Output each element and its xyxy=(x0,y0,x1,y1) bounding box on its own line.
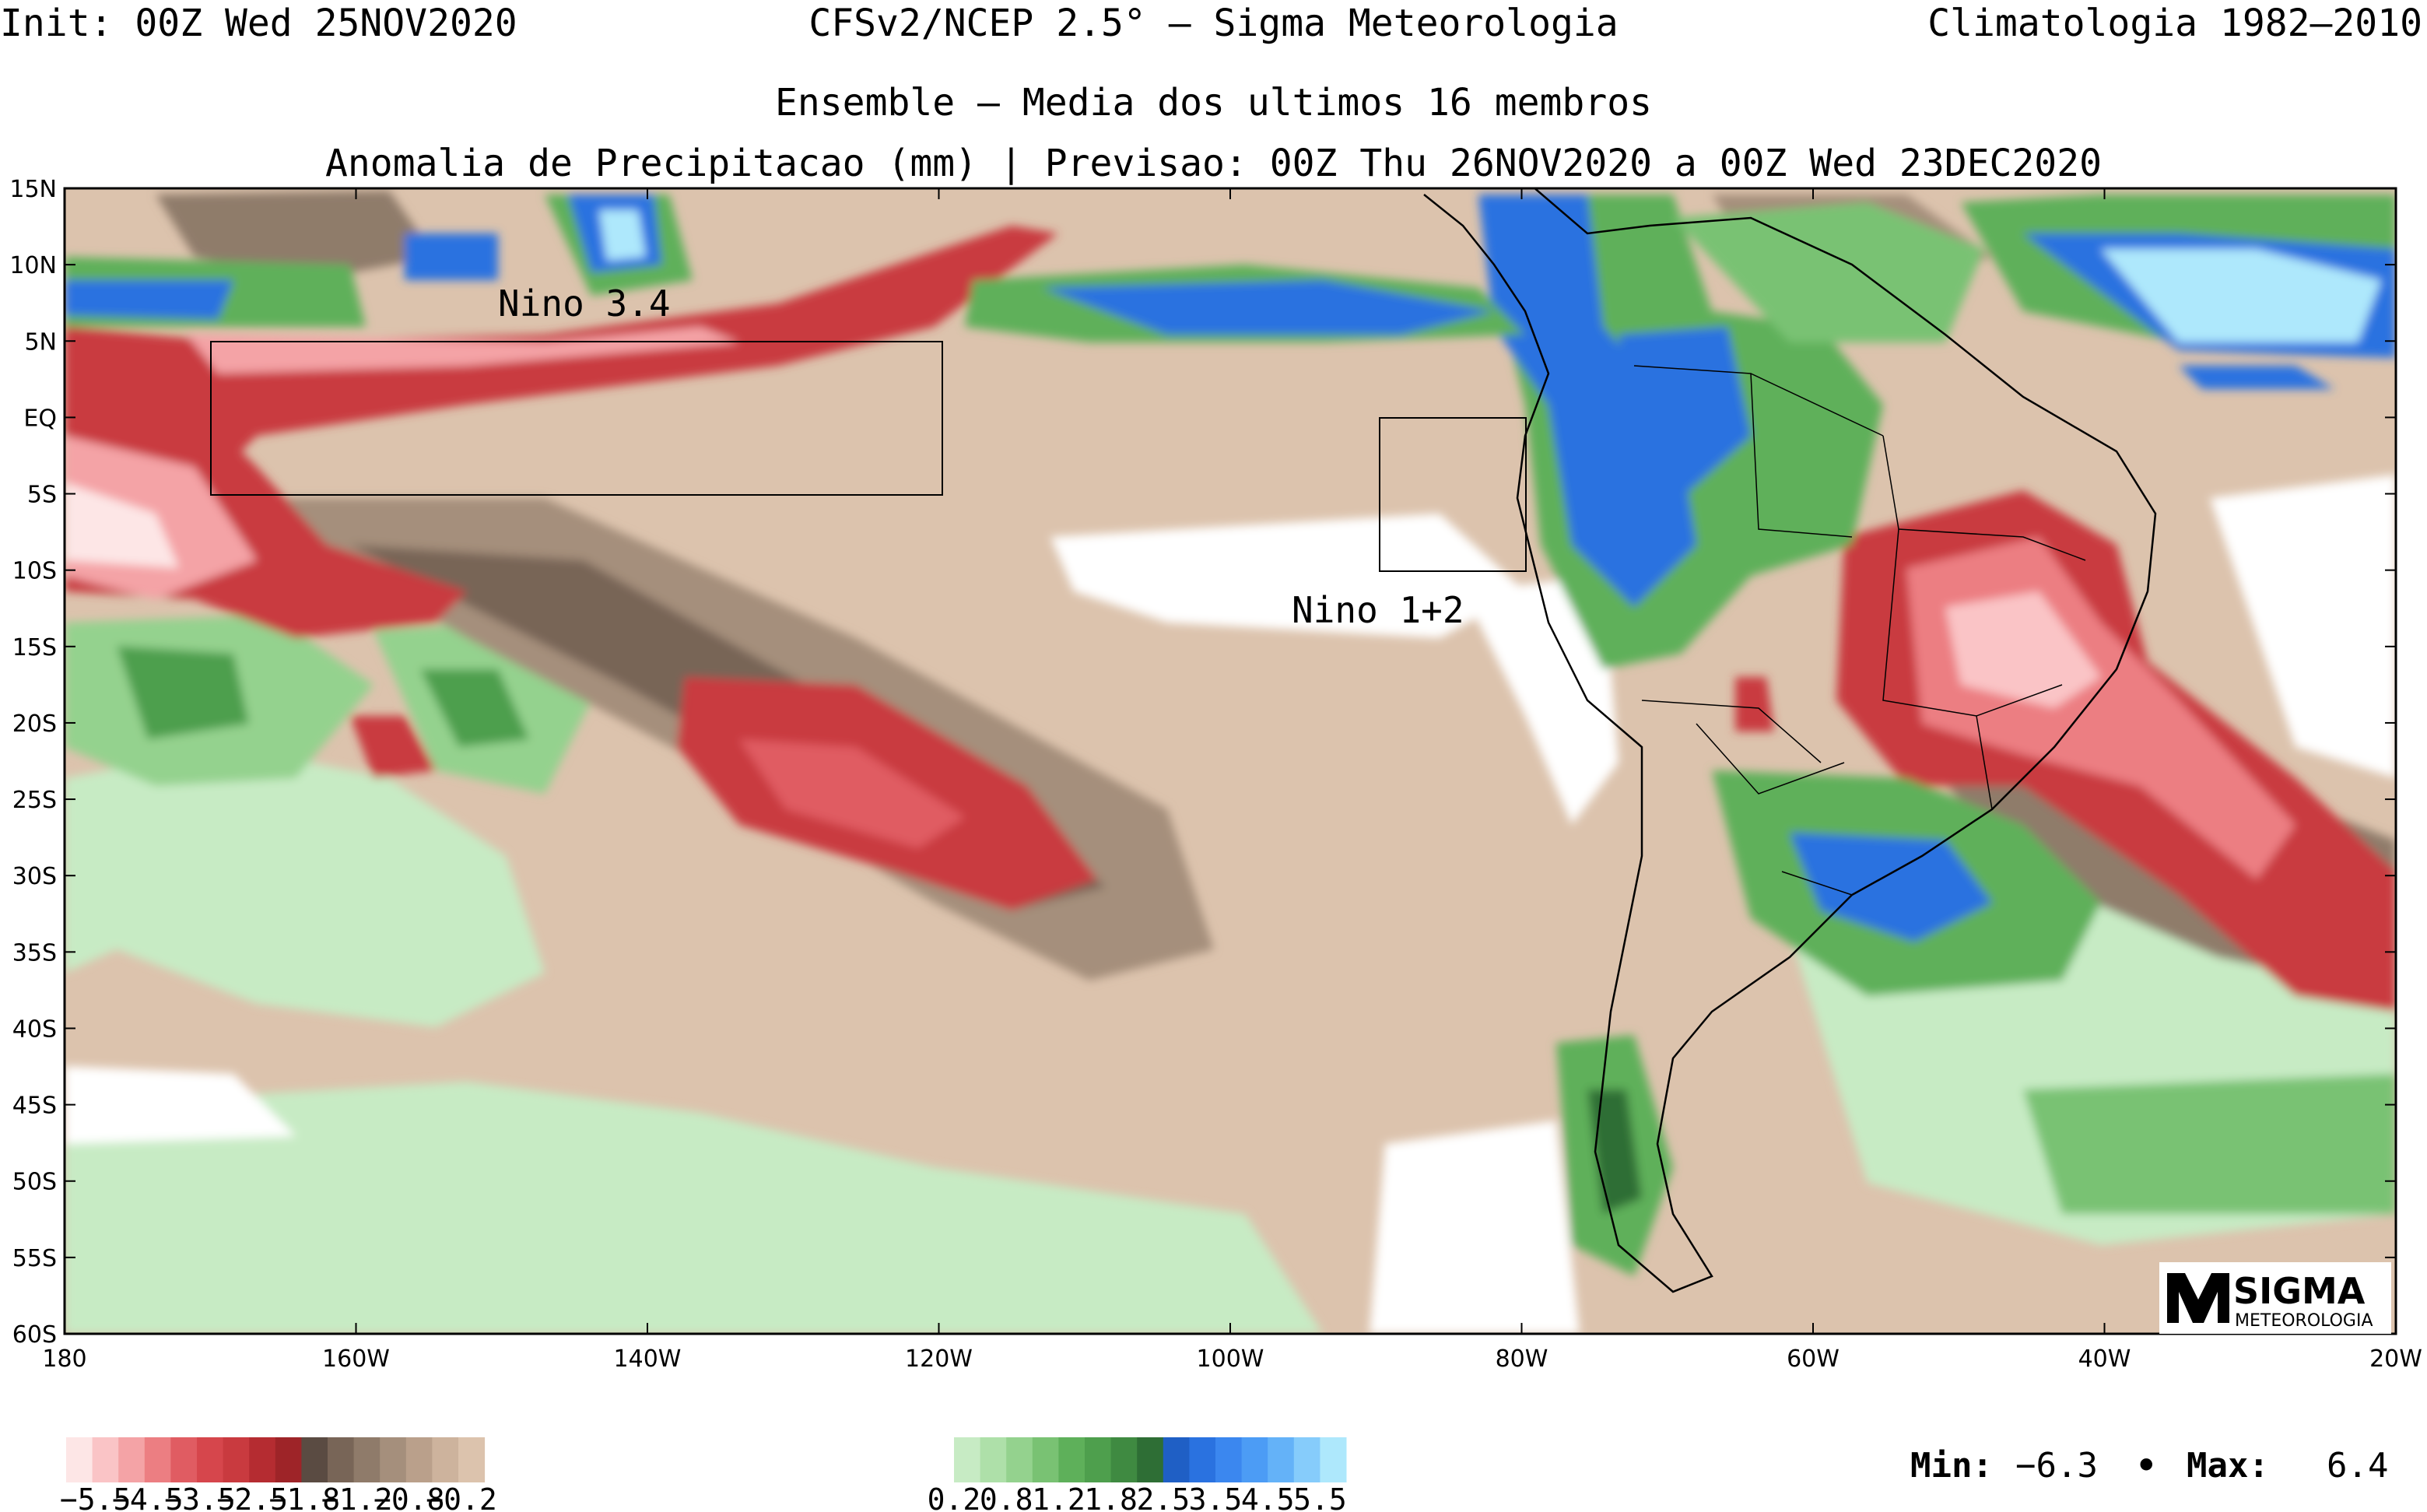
legend-swatch-positive xyxy=(1058,1437,1085,1482)
legend-swatch-positive xyxy=(1189,1437,1216,1482)
init-time-label: Init: 00Z Wed 25NOV2020 xyxy=(0,2,517,45)
legend-label-negative: −2.5 xyxy=(216,1482,288,1512)
legend-label-positive: 1.8 xyxy=(1084,1482,1138,1512)
lat-tick-label: 40S xyxy=(12,1016,57,1043)
legend-label-positive: 0.2 xyxy=(928,1482,981,1512)
lon-tick-label: 180 xyxy=(42,1345,86,1373)
lat-tick-label: 35S xyxy=(12,939,57,966)
max-value: 6.4 xyxy=(2327,1446,2389,1486)
logo-text-bottom: METEOROLOGIA xyxy=(2235,1311,2373,1331)
legend-swatch-negative xyxy=(197,1437,224,1482)
lat-tick-label: 10S xyxy=(12,558,57,585)
sigma-logo: SIGMA METEOROLOGIA xyxy=(2159,1262,2391,1334)
legend-label-negative: −4.5 xyxy=(112,1482,184,1512)
legend-label-positive: 5.5 xyxy=(1293,1482,1347,1512)
lat-tick-label: 45S xyxy=(12,1093,57,1120)
legend-swatch-positive xyxy=(1320,1437,1347,1482)
legend-label-positive: 2.5 xyxy=(1136,1482,1190,1512)
legend-swatch-positive xyxy=(1085,1437,1112,1482)
lon-tick-label: 160W xyxy=(322,1345,390,1373)
longitude-axis: 180 160W 140W 120W 100W 80W 60W 40W 20W xyxy=(42,188,2422,1373)
lat-tick-label: 5S xyxy=(27,482,57,509)
legend-swatch-positive xyxy=(954,1437,981,1482)
legend-swatch-positive xyxy=(1137,1437,1164,1482)
legend-label-negative: −0.8 xyxy=(374,1482,445,1512)
ensemble-subtitle: Ensemble — Media dos ultimos 16 membros xyxy=(774,81,1653,125)
lat-tick-label: 25S xyxy=(12,787,57,814)
legend-label-negative: −1.2 xyxy=(321,1482,393,1512)
lon-tick-label: 140W xyxy=(614,1345,682,1373)
lon-tick-label: 120W xyxy=(905,1345,973,1373)
legend-swatch-negative xyxy=(353,1437,381,1482)
legend-swatch-positive xyxy=(1110,1437,1138,1482)
lon-tick-label: 100W xyxy=(1197,1345,1264,1373)
legend-label-negative: −3.5 xyxy=(164,1482,236,1512)
legend-swatch-negative xyxy=(432,1437,459,1482)
legend-label-positive: 1.2 xyxy=(1032,1482,1085,1512)
climatology-label: Climatologia 1982—2010 xyxy=(1927,2,2422,45)
nino-3-4-box xyxy=(210,341,943,496)
legend-swatch-negative xyxy=(66,1437,93,1482)
sigma-logo-mark-icon xyxy=(2167,1273,2229,1323)
legend-swatch-negative xyxy=(328,1437,355,1482)
lat-tick-label: 15S xyxy=(12,634,57,661)
legend-swatch-positive xyxy=(980,1437,1007,1482)
anomaly-field xyxy=(65,188,2396,1334)
legend-swatch-negative xyxy=(144,1437,171,1482)
legend-swatch-negative xyxy=(405,1437,433,1482)
legend-swatch-negative xyxy=(380,1437,407,1482)
lat-tick-label: 10N xyxy=(9,252,57,279)
legend-swatch-positive xyxy=(1293,1437,1320,1482)
lat-tick-label: 30S xyxy=(12,863,57,890)
lat-tick-label: 20S xyxy=(12,710,57,738)
legend-label-negative: −1.8 xyxy=(269,1482,341,1512)
legend-swatch-positive xyxy=(1268,1437,1295,1482)
country-borders xyxy=(1633,365,2086,896)
lat-tick-label: 60S xyxy=(12,1321,57,1349)
legend-label-negative: −0.2 xyxy=(426,1482,497,1512)
forecast-subtitle: Anomalia de Precipitacao (mm) | Previsao… xyxy=(325,142,2102,185)
stat-separator: • xyxy=(2136,1446,2157,1486)
legend-label-negative: −5.5 xyxy=(60,1482,132,1512)
latitude-axis: 15N 10N 5N EQ 5S 10S 15S 20S 25S 30S 35S 40S 45S 50S 5… xyxy=(9,176,2396,1349)
nino-3-4-label: Nino 3.4 xyxy=(498,282,671,325)
legend-swatch-negative xyxy=(118,1437,146,1482)
min-label: Min: xyxy=(1910,1446,1993,1486)
lat-tick-label: 15N xyxy=(9,176,57,203)
legend-swatch-negative xyxy=(92,1437,119,1482)
lon-tick-label: 40W xyxy=(2078,1345,2131,1373)
legend-label-positive: 3.5 xyxy=(1189,1482,1243,1512)
lon-tick-label: 60W xyxy=(1787,1345,1840,1373)
legend-swatch-positive xyxy=(1215,1437,1243,1482)
legend-swatch-positive xyxy=(1163,1437,1190,1482)
legend-swatch-positive xyxy=(1032,1437,1059,1482)
legend-swatch-positive xyxy=(1006,1437,1033,1482)
lat-tick-label: EQ xyxy=(23,405,57,432)
legend-swatch-negative xyxy=(275,1437,302,1482)
legend-swatch-negative xyxy=(170,1437,198,1482)
legend-swatch-negative xyxy=(249,1437,276,1482)
lon-tick-label: 20W xyxy=(2369,1345,2422,1373)
max-label: Max: xyxy=(2187,1446,2269,1486)
lat-tick-label: 55S xyxy=(12,1245,57,1272)
lon-tick-label: 80W xyxy=(1496,1345,1548,1373)
south-america-coastline xyxy=(1423,188,2157,1293)
lat-tick-label: 50S xyxy=(12,1169,57,1196)
color-scale-legend: −5.5−4.5−3.5−2.5−1.8−1.2−0.8−0.2 0.20.81.… xyxy=(60,1437,1347,1512)
legend-swatch-positive xyxy=(1241,1437,1268,1482)
model-title: CFSv2/NCEP 2.5° — Sigma Meteorologia xyxy=(808,2,1619,45)
legend-swatch-negative xyxy=(301,1437,328,1482)
legend-label-positive: 0.8 xyxy=(980,1482,1033,1512)
legend-label-positive: 4.5 xyxy=(1241,1482,1295,1512)
legend-swatch-negative xyxy=(458,1437,486,1482)
legend-swatch-negative xyxy=(223,1437,250,1482)
nino-1-2-box xyxy=(1379,417,1527,572)
logo-text-top: SIGMA xyxy=(2233,1270,2366,1312)
min-value: −6.3 xyxy=(2015,1446,2098,1486)
nino-1-2-label: Nino 1+2 xyxy=(1292,589,1464,631)
lat-tick-label: 5N xyxy=(24,328,57,356)
